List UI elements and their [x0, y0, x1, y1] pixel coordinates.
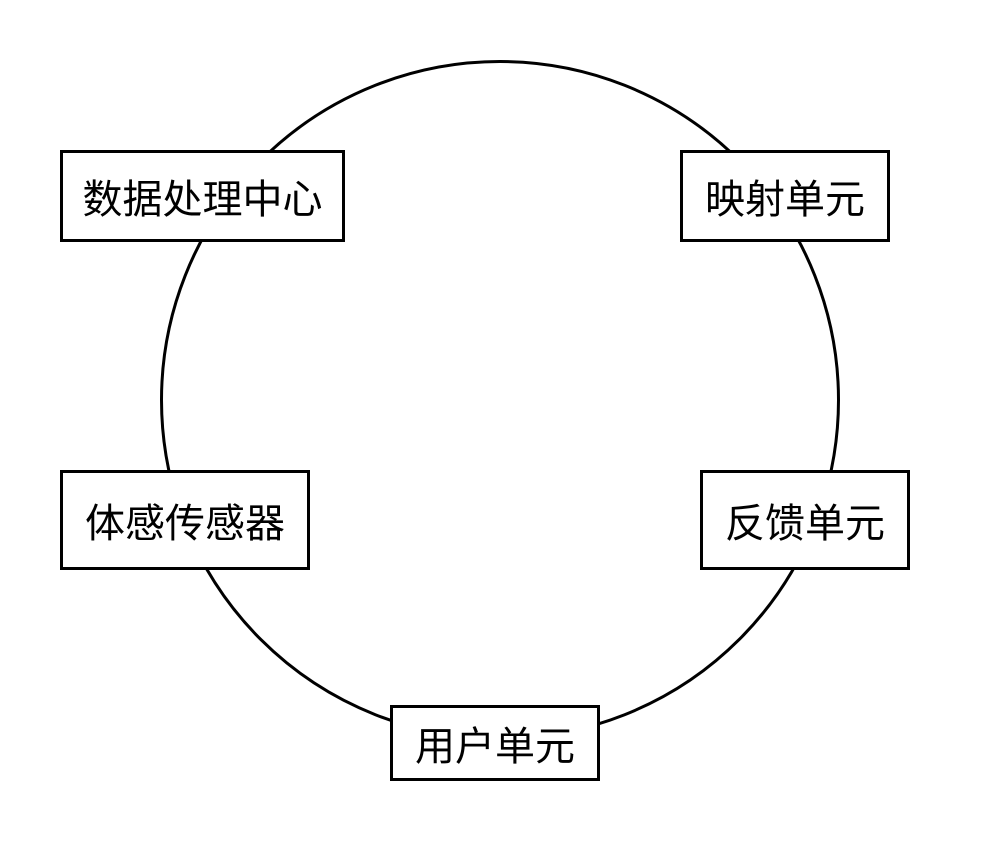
node-label: 反馈单元: [725, 491, 885, 549]
node-mapping-unit: 映射单元: [680, 150, 890, 242]
node-data-processing-center: 数据处理中心: [60, 150, 345, 242]
node-label: 体感传感器: [85, 491, 285, 549]
node-user-unit: 用户单元: [390, 705, 600, 781]
diagram-canvas: 数据处理中心 映射单元 体感传感器 反馈单元 用户单元: [0, 0, 1000, 856]
node-motion-sensor: 体感传感器: [60, 470, 310, 570]
node-label: 数据处理中心: [83, 167, 323, 225]
node-label: 用户单元: [415, 714, 575, 772]
node-label: 映射单元: [705, 167, 865, 225]
node-feedback-unit: 反馈单元: [700, 470, 910, 570]
